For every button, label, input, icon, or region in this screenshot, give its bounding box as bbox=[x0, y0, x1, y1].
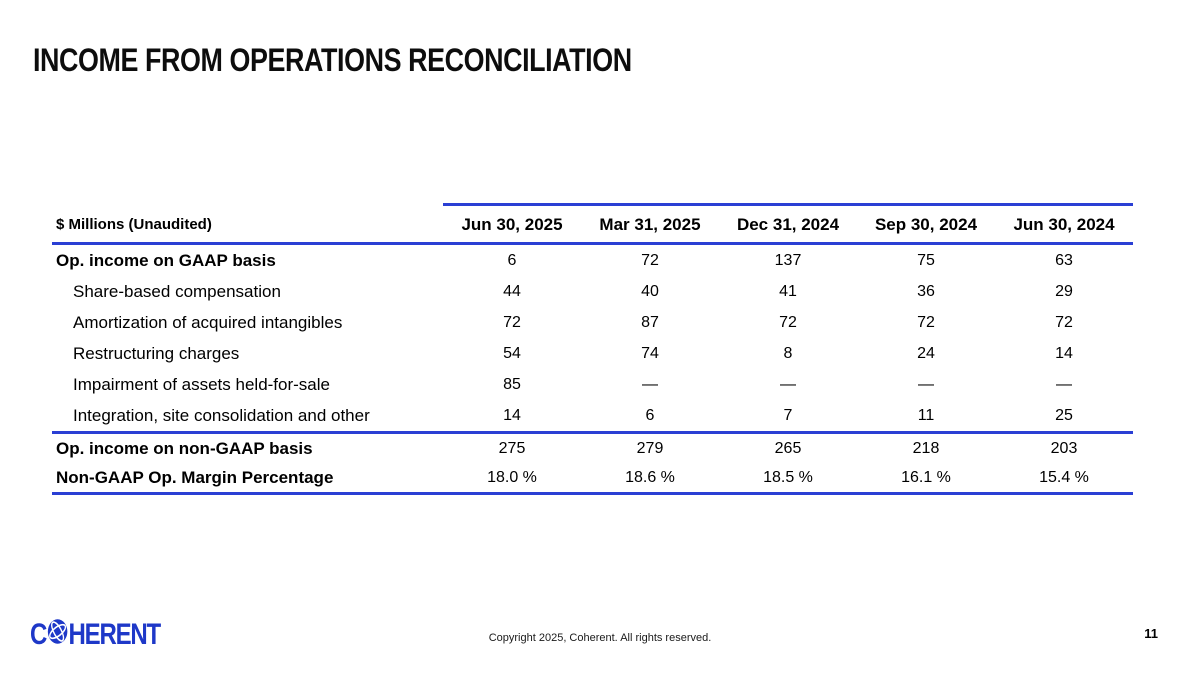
column-header: Sep 30, 2024 bbox=[874, 214, 978, 234]
row-label: Amortization of acquired intangibles bbox=[73, 313, 343, 332]
cell-value: 54 bbox=[503, 344, 521, 362]
row-label: Share-based compensation bbox=[73, 282, 281, 301]
table-row-margin: Non-GAAP Op. Margin Percentage 18.0 % 18… bbox=[52, 463, 1133, 495]
cell-value: 8 bbox=[783, 344, 793, 362]
row-label: Impairment of assets held-for-sale bbox=[73, 375, 330, 394]
row-label: Non-GAAP Op. Margin Percentage bbox=[56, 468, 334, 487]
cell-value: — bbox=[1056, 375, 1072, 393]
table-header-row: $ Millions (Unaudited) Jun 30, 2025 Mar … bbox=[52, 206, 1133, 245]
cell-value: 72 bbox=[503, 313, 521, 331]
reconciliation-table: $ Millions (Unaudited) Jun 30, 2025 Mar … bbox=[52, 203, 1133, 495]
column-header: Mar 31, 2025 bbox=[599, 214, 701, 234]
cell-value: 15.4 % bbox=[1039, 468, 1089, 486]
cell-value: 72 bbox=[779, 313, 797, 331]
cell-value: 85 bbox=[503, 375, 521, 393]
cell-value: 29 bbox=[1055, 282, 1073, 300]
cell-value: 72 bbox=[641, 251, 659, 269]
page-title: INCOME FROM OPERATIONS RECONCILIATION bbox=[33, 42, 632, 78]
cell-value: 41 bbox=[779, 282, 797, 300]
row-label: Op. income on non-GAAP basis bbox=[56, 439, 313, 458]
table-row: Amortization of acquired intangibles 72 … bbox=[52, 307, 1133, 338]
cell-value: 14 bbox=[1055, 344, 1073, 362]
table-row: Op. income on GAAP basis 6 72 137 75 63 bbox=[52, 245, 1133, 276]
cell-value: 18.6 % bbox=[625, 468, 675, 486]
cell-value: — bbox=[918, 375, 934, 393]
units-header: $ Millions (Unaudited) bbox=[56, 215, 212, 233]
logo-text-suffix: HERENT bbox=[68, 617, 162, 651]
cell-value: — bbox=[780, 375, 796, 393]
cell-value: 279 bbox=[636, 439, 664, 457]
cell-value: 203 bbox=[1050, 439, 1078, 457]
cell-value: 40 bbox=[641, 282, 659, 300]
row-label: Op. income on GAAP basis bbox=[56, 251, 276, 270]
globe-icon bbox=[47, 618, 69, 653]
cell-value: 265 bbox=[774, 439, 802, 457]
copyright-text: Copyright 2025, Coherent. All rights res… bbox=[488, 632, 712, 644]
cell-value: 25 bbox=[1055, 406, 1073, 424]
cell-value: 137 bbox=[774, 251, 802, 269]
table-row: Share-based compensation 44 40 41 36 29 bbox=[52, 276, 1133, 307]
cell-value: 11 bbox=[917, 406, 935, 424]
table-row: Restructuring charges 54 74 8 24 14 bbox=[52, 338, 1133, 369]
cell-value: 275 bbox=[498, 439, 526, 457]
page-number: 11 bbox=[1144, 626, 1158, 641]
cell-value: 24 bbox=[917, 344, 935, 362]
cell-value: 6 bbox=[645, 406, 655, 424]
table-row: Impairment of assets held-for-sale 85 — … bbox=[52, 369, 1133, 400]
cell-value: 36 bbox=[917, 282, 935, 300]
cell-value: 75 bbox=[917, 251, 935, 269]
cell-value: 74 bbox=[641, 344, 659, 362]
cell-value: 63 bbox=[1055, 251, 1073, 269]
cell-value: 7 bbox=[783, 406, 793, 424]
column-header: Jun 30, 2025 bbox=[461, 214, 563, 234]
table-top-rule bbox=[443, 203, 1133, 206]
cell-value: 87 bbox=[641, 313, 659, 331]
coherent-logo: C HERENT bbox=[30, 616, 162, 653]
cell-value: 72 bbox=[1055, 313, 1073, 331]
cell-value: 18.5 % bbox=[763, 468, 813, 486]
column-header: Dec 31, 2024 bbox=[736, 214, 840, 234]
row-label: Integration, site consolidation and othe… bbox=[73, 406, 370, 425]
row-label: Restructuring charges bbox=[73, 344, 240, 363]
cell-value: — bbox=[642, 375, 658, 393]
logo-text-prefix: C bbox=[30, 617, 47, 651]
table-row-total: Op. income on non-GAAP basis 275 279 265… bbox=[52, 431, 1133, 463]
cell-value: 16.1 % bbox=[901, 468, 951, 486]
cell-value: 6 bbox=[507, 251, 517, 269]
cell-value: 14 bbox=[503, 406, 521, 424]
cell-value: 218 bbox=[912, 439, 940, 457]
cell-value: 18.0 % bbox=[487, 468, 537, 486]
column-header: Jun 30, 2024 bbox=[1013, 214, 1115, 234]
cell-value: 72 bbox=[917, 313, 935, 331]
table-row: Integration, site consolidation and othe… bbox=[52, 400, 1133, 431]
cell-value: 44 bbox=[503, 282, 521, 300]
